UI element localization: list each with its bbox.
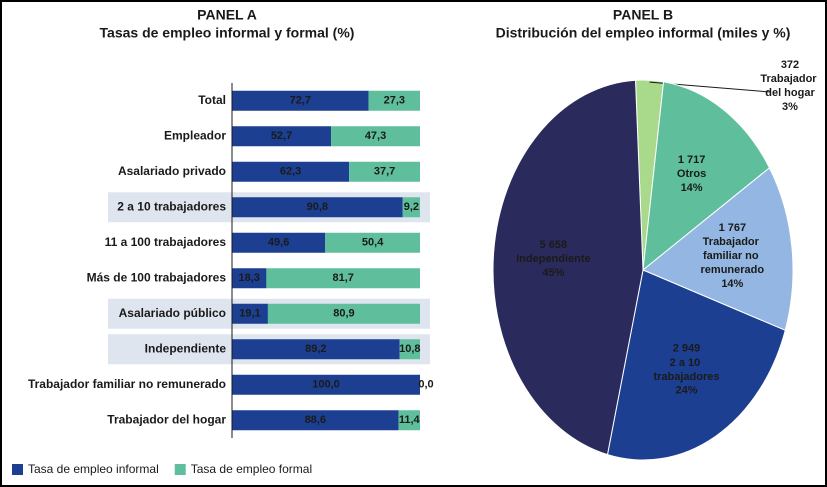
- category-label: Otros: [677, 168, 706, 180]
- category-label-line: trabajadores: [653, 371, 719, 383]
- category-label-line: remunerado: [701, 264, 765, 276]
- bar-segment: [232, 303, 268, 324]
- y-tick-label: Empleador: [164, 128, 226, 142]
- percent-label: 24%: [675, 385, 697, 397]
- category-label-line: 2 a 10: [670, 357, 704, 369]
- bar-segment: [232, 232, 326, 253]
- value-label: 88,6: [305, 414, 326, 426]
- y-tick-label: Asalariado público: [119, 306, 226, 320]
- value-label: 37,7: [374, 166, 395, 178]
- pie-slice: [606, 269, 786, 461]
- category-label-line: del hogar: [765, 87, 815, 99]
- y-tick-label: Trabajador familiar no remunerado: [28, 377, 226, 391]
- bar-segment: [232, 197, 403, 218]
- value-label: 0,0: [418, 379, 433, 391]
- value-label: 49,6: [268, 237, 289, 249]
- value-label: 100,0: [312, 379, 340, 391]
- value-label: 10,8: [399, 343, 420, 355]
- value-label: 81,7: [332, 272, 353, 284]
- category-label: Independiente: [516, 253, 591, 265]
- bar-segment: [325, 232, 420, 253]
- bar-segment: [232, 161, 350, 182]
- bar-segment: [399, 339, 420, 360]
- bar-segment: [232, 374, 420, 395]
- bar-segment: [266, 268, 420, 289]
- percent-label: 14%: [721, 278, 743, 290]
- value-label: 72,7: [290, 95, 311, 107]
- value-label: 18,3: [238, 272, 259, 284]
- value-label: 89,2: [305, 343, 326, 355]
- value-label: 19,1: [239, 308, 260, 320]
- category-label: Trabajador del hogar: [760, 73, 819, 99]
- value-label: 5 658: [540, 239, 568, 251]
- category-label-line: Trabajador: [703, 236, 762, 248]
- y-tick-label: 11 a 100 trabajadores: [105, 235, 227, 249]
- pie-slice: [642, 81, 771, 272]
- panel-title: PANEL B: [613, 7, 673, 23]
- percent-label: 45%: [542, 267, 564, 279]
- value-label: 80,9: [333, 308, 354, 320]
- y-tick-label: 2 a 10 trabajadores: [117, 199, 226, 213]
- value-label: 1 767: [719, 222, 747, 234]
- pie-slice: [642, 167, 794, 332]
- category-label-line: Trabajador: [760, 73, 819, 85]
- category-label-line: Independiente: [516, 253, 591, 265]
- value-label: 11,4: [399, 414, 421, 426]
- category-label-line: familiar no: [703, 250, 762, 262]
- legend-label: Tasa de empleo formal: [191, 462, 312, 476]
- bar-segment: [349, 161, 420, 182]
- value-label: 372: [781, 59, 799, 71]
- legend-swatch: [12, 464, 23, 475]
- legend-swatch: [174, 464, 186, 475]
- value-label: 90,8: [307, 201, 328, 213]
- y-tick-label: Trabajador del hogar: [107, 412, 226, 426]
- value-label: 52,7: [271, 130, 292, 142]
- bar-segment: [232, 268, 267, 289]
- bar-segment: [267, 303, 420, 324]
- category-label: 2 a 10 trabajadores: [653, 357, 719, 383]
- percent-label: 3%: [782, 101, 798, 113]
- value-label: 9,2: [404, 201, 419, 213]
- value-label: 2 949: [673, 343, 701, 355]
- value-label: 27,3: [384, 95, 405, 107]
- y-tick-label: Independiente: [145, 341, 227, 355]
- bar-segment: [402, 197, 420, 218]
- bar-segment: [232, 126, 332, 147]
- bar-segment: [232, 90, 369, 111]
- value-label: 62,3: [280, 166, 301, 178]
- category-label-line: Otros: [677, 168, 706, 180]
- pie-slice: [492, 79, 644, 456]
- y-tick-label: Total: [198, 93, 226, 107]
- value-label: 47,3: [365, 130, 386, 142]
- bar-segment: [398, 410, 420, 431]
- y-tick-label: Asalariado privado: [118, 164, 226, 178]
- y-tick-label: Más de 100 trabajadores: [87, 270, 227, 284]
- value-label: 50,4: [362, 237, 384, 249]
- bar-segment: [368, 90, 420, 111]
- panel-title: PANEL A: [197, 7, 257, 23]
- bar-segment: [232, 339, 400, 360]
- panel-subtitle: Tasas de empleo informal y formal (%): [100, 25, 355, 41]
- bar-segment: [331, 126, 420, 147]
- category-label: Trabajador familiar no remunerado: [701, 236, 765, 276]
- panel-subtitle: Distribución del empleo informal (miles …: [496, 25, 791, 41]
- value-label: 1 717: [678, 154, 706, 166]
- percent-label: 14%: [681, 182, 703, 194]
- legend-label: Tasa de empleo informal: [28, 462, 159, 476]
- bar-segment: [232, 410, 399, 431]
